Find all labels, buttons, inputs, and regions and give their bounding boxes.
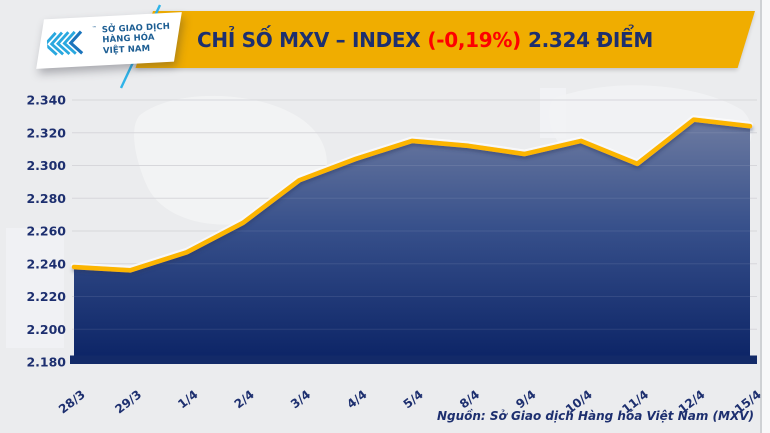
y-axis-label: 2.320 [26,125,66,140]
y-axis-label: 2.260 [26,224,66,239]
x-axis-label: 4/4 [344,387,369,411]
watermark-block [540,88,566,138]
x-axis-label: 9/4 [513,387,538,411]
x-axis-label: 3/4 [288,387,313,411]
y-axis-label: 2.280 [26,191,66,206]
x-axis-label: 2/4 [232,387,257,411]
y-axis-label: 2.200 [26,322,66,337]
index-line [71,117,753,273]
x-axis-baseline [70,355,757,364]
x-axis-label: 29/3 [112,387,144,416]
x-axis-label: 1/4 [175,387,200,411]
watermark-block [6,228,64,348]
x-axis-label: 5/4 [401,387,426,411]
y-axis-label: 2.180 [26,355,66,370]
y-axis-label: 2.300 [26,158,66,173]
y-axis-label: 2.240 [26,256,66,271]
logo-content: ™ SỞ GIAO DỊCH HÀNG HÓA VIỆT NAM [39,12,179,68]
source-caption: Nguồn: Sở Giao dịch Hàng hóa Việt Nam (M… [436,409,754,423]
logo-card: ™ SỞ GIAO DỊCH HÀNG HÓA VIỆT NAM [36,12,182,69]
y-axis-label: 2.220 [26,289,66,304]
area-fill [74,119,750,361]
y-axis-label: 2.340 [26,93,66,108]
x-axis-label: 28/3 [56,387,88,416]
mxv-logo-icon [46,29,84,56]
x-axis-label: 8/4 [457,387,482,411]
